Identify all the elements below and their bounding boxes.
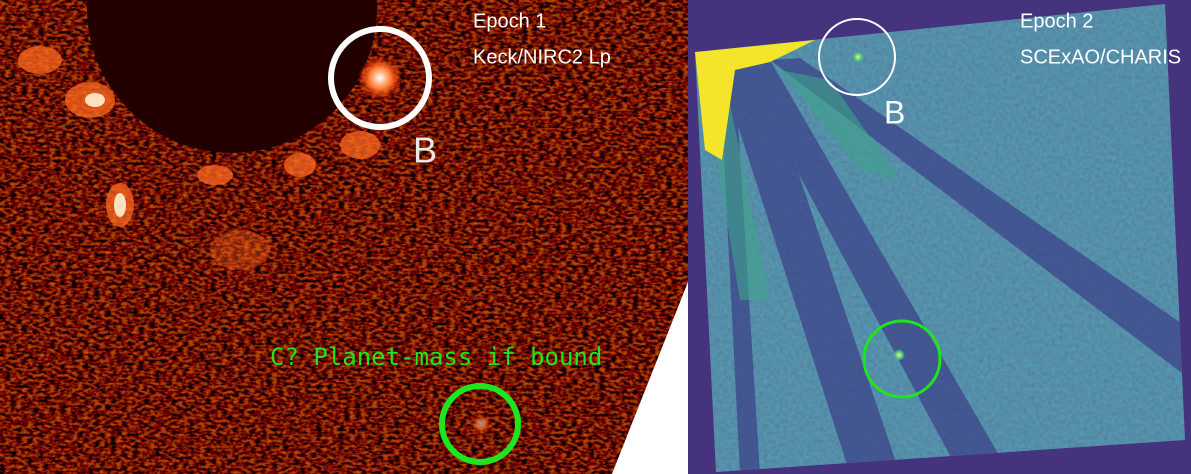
b-circle xyxy=(818,18,896,96)
blank-region xyxy=(612,282,688,474)
epoch2-image xyxy=(688,0,1191,474)
epoch-label: Epoch 2 xyxy=(1020,10,1093,32)
instrument-label: Keck/NIRC2 Lp xyxy=(473,46,611,68)
c-circle xyxy=(439,383,521,465)
epoch1-image xyxy=(0,0,688,474)
epoch-label: Epoch 1 xyxy=(473,10,546,32)
b-label: B xyxy=(413,130,437,171)
instrument-label: SCExAO/CHARIS xyxy=(1020,46,1181,68)
c-label: C? Planet-mass if bound xyxy=(270,343,602,371)
b-circle xyxy=(328,26,432,130)
c-circle xyxy=(862,319,942,399)
b-label: B xyxy=(884,94,905,130)
